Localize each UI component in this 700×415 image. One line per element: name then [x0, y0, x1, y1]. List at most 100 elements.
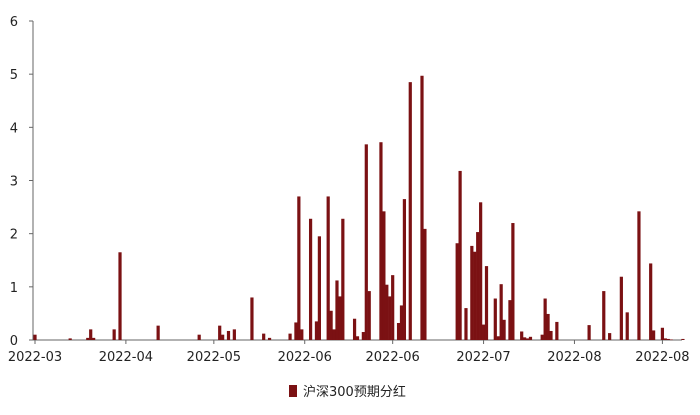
- bar: [464, 308, 468, 340]
- bar: [681, 338, 685, 340]
- bar: [361, 332, 365, 340]
- bar: [511, 223, 515, 340]
- bar: [294, 322, 298, 340]
- bar: [649, 263, 653, 340]
- bar: [385, 284, 389, 340]
- bar: [508, 300, 512, 341]
- bar: [543, 298, 547, 340]
- bar: [226, 330, 231, 340]
- y-tick-label: 5: [10, 68, 18, 83]
- bar: [197, 334, 201, 340]
- bar: [332, 329, 336, 340]
- bar: [156, 325, 160, 340]
- y-tick-label: 1: [10, 281, 18, 296]
- x-tick-label: 2022-07: [456, 350, 510, 365]
- y-axis: 0 1 2 3 4 5 6: [10, 15, 34, 349]
- bar: [523, 337, 527, 340]
- bar: [479, 202, 483, 340]
- bar: [335, 280, 339, 340]
- bar: [300, 329, 304, 340]
- bar: [637, 211, 641, 340]
- bar: [267, 337, 272, 340]
- bar: [408, 82, 412, 340]
- bar: [221, 334, 225, 340]
- bar: [402, 199, 407, 340]
- bar: [367, 291, 371, 340]
- y-tick-label: 4: [10, 121, 18, 136]
- bar: [496, 336, 500, 340]
- bar: [314, 321, 319, 340]
- bar: [455, 243, 459, 340]
- x-tick-label: 2022-03: [8, 350, 62, 365]
- bar: [652, 330, 656, 340]
- y-tick-label: 6: [10, 15, 18, 30]
- bar: [663, 338, 667, 340]
- bar: [470, 245, 474, 340]
- bar: [525, 338, 530, 340]
- bar: [396, 322, 401, 340]
- bar: [355, 336, 360, 340]
- bar: [666, 338, 670, 340]
- bar: [587, 325, 591, 340]
- x-tick-label: 2022-08: [635, 350, 689, 365]
- bar: [546, 313, 550, 340]
- bar: [288, 333, 292, 340]
- legend: 沪深300预期分红: [289, 381, 406, 400]
- bar: [326, 196, 330, 340]
- x-tick-label: 2022-08: [547, 350, 601, 365]
- legend-label: 沪深300预期分红: [303, 385, 406, 400]
- bar: [619, 276, 623, 340]
- bar: [476, 232, 480, 340]
- bar: [232, 329, 236, 340]
- x-tick-label: 2022-06: [278, 350, 332, 365]
- bar: [399, 305, 404, 340]
- bar-series: [33, 75, 685, 341]
- x-tick-label: 2022-04: [99, 350, 153, 365]
- bar: [669, 339, 673, 341]
- bar: [625, 312, 629, 340]
- bar: [112, 329, 116, 340]
- x-tick-label: 2022-05: [187, 350, 241, 365]
- bar: [423, 228, 427, 340]
- bar: [68, 338, 72, 340]
- bar: [329, 310, 333, 340]
- bar: [484, 266, 489, 340]
- bar: [608, 333, 612, 340]
- bar: [341, 218, 345, 340]
- bar: [555, 321, 559, 340]
- bar: [308, 218, 313, 340]
- bar: [364, 144, 368, 340]
- bar: [89, 329, 93, 340]
- bar: [379, 142, 383, 340]
- y-tick-label: 0: [10, 334, 18, 349]
- bar: [473, 251, 477, 340]
- bar: [338, 296, 342, 340]
- bar: [458, 170, 462, 340]
- bar: [499, 284, 503, 340]
- bar: [297, 196, 301, 340]
- bar: [352, 318, 357, 340]
- bar: [317, 236, 321, 340]
- bar: [262, 333, 266, 340]
- x-axis: 2022-03 2022-04 2022-05 2022-06 2022-06 2022-…: [8, 339, 690, 365]
- bar: [86, 337, 90, 340]
- y-tick-label: 2: [10, 228, 18, 243]
- bar: [493, 298, 497, 340]
- bar: [502, 319, 506, 340]
- bar: [528, 336, 533, 340]
- bar: [391, 275, 395, 340]
- y-tick-label: 3: [10, 175, 18, 190]
- bar: [250, 297, 254, 340]
- bar: [540, 334, 544, 340]
- bar: [602, 291, 606, 340]
- bar: [92, 337, 96, 340]
- bar: [420, 75, 424, 340]
- x-tick-label: 2022-06: [366, 350, 420, 365]
- bar: [660, 327, 665, 340]
- bar: [520, 331, 524, 340]
- bar: [388, 296, 392, 340]
- bar: [33, 334, 37, 340]
- bar: [481, 324, 486, 340]
- bar: [382, 211, 386, 340]
